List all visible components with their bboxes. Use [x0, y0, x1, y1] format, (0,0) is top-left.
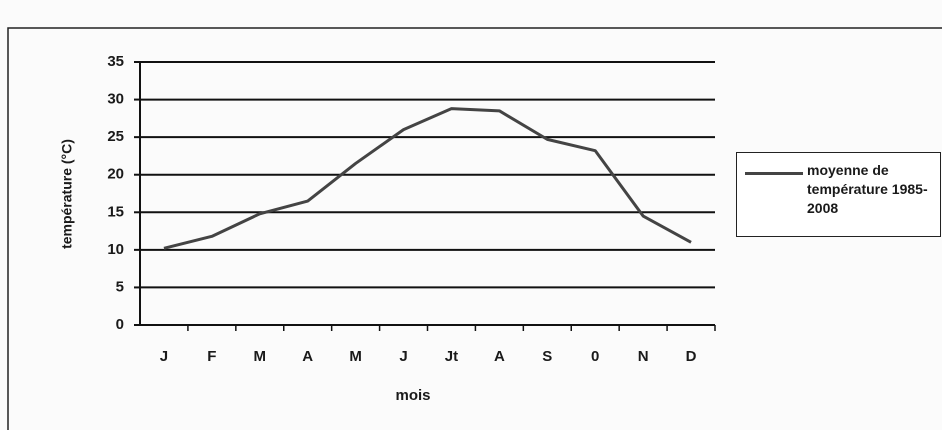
- x-tick-label: 0: [591, 348, 599, 365]
- x-tick-label: D: [686, 348, 697, 365]
- data-line: [163, 107, 692, 250]
- x-tick-label: J: [160, 348, 168, 365]
- x-tick-label: F: [207, 348, 216, 365]
- y-tick-label: 20: [107, 166, 124, 183]
- x-tick-label: Jt: [445, 348, 458, 365]
- y-tick-label: 0: [116, 316, 124, 333]
- x-tick-label: M: [254, 348, 267, 365]
- legend-label: moyenne de température 1985-2008: [807, 162, 928, 216]
- x-tick-label: S: [542, 348, 552, 365]
- y-tick-label: 25: [107, 128, 124, 145]
- chart-frame: [7, 27, 942, 430]
- legend-swatch: [745, 172, 803, 175]
- x-axis-label: mois: [395, 387, 430, 404]
- y-tick-label: 10: [107, 241, 124, 258]
- x-tick-label: N: [638, 348, 649, 365]
- y-tick-label: 15: [107, 203, 124, 220]
- y-tick-label: 30: [107, 91, 124, 108]
- x-tick-label: M: [349, 348, 362, 365]
- y-tick-label: 35: [107, 53, 124, 70]
- y-tick-label: 5: [116, 278, 124, 295]
- x-tick-label: J: [399, 348, 407, 365]
- x-tick-label: A: [494, 348, 505, 365]
- legend: moyenne de température 1985-2008: [736, 152, 941, 237]
- y-axis-label: température (°C): [59, 139, 75, 249]
- x-tick-label: A: [302, 348, 313, 365]
